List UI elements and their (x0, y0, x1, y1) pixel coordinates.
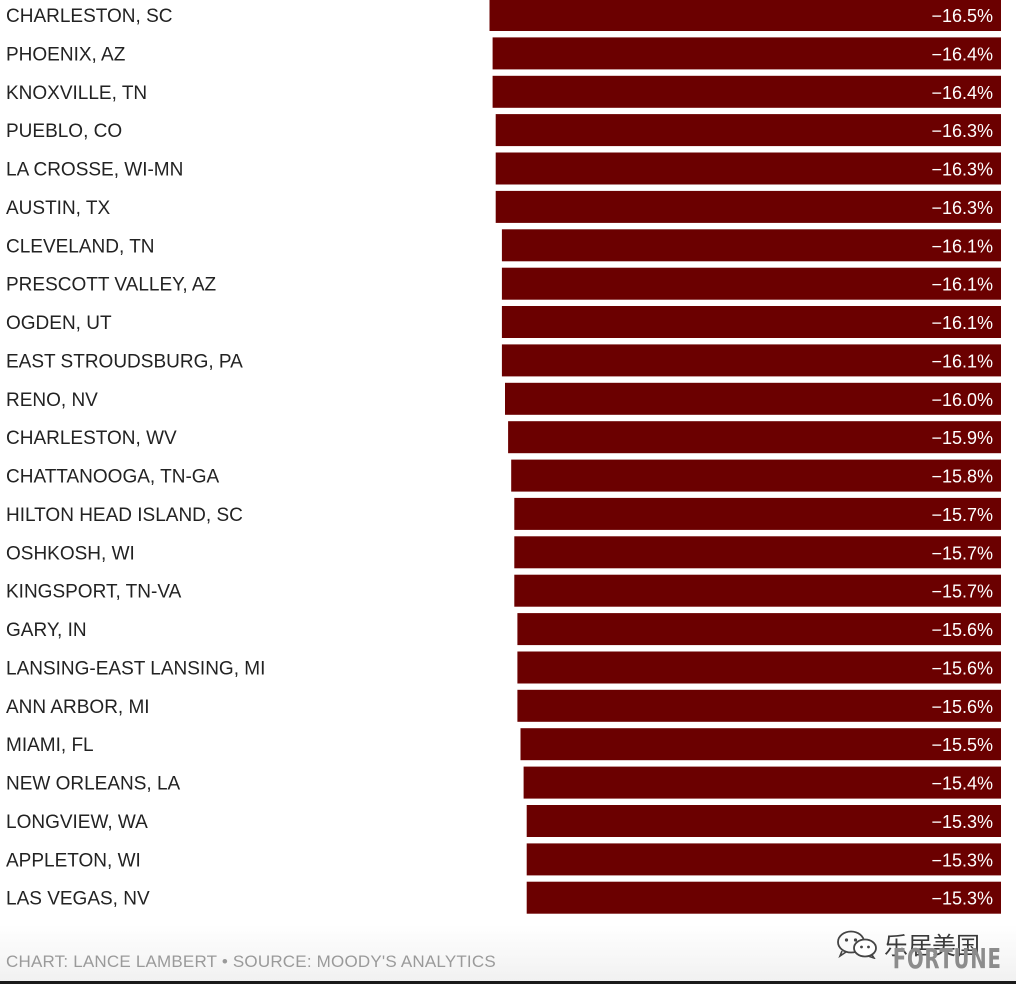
category-label-16: KINGSPORT, TN-VA (6, 582, 182, 603)
bar-17 (517, 613, 1001, 646)
value-label-9: −16.1% (931, 313, 993, 333)
category-label-5: LA CROSSE, WI-MN (6, 160, 183, 181)
value-label-2: −16.4% (931, 44, 993, 64)
bar-4 (495, 114, 1001, 147)
category-label-22: LONGVIEW, WA (6, 812, 148, 833)
value-label-18: −15.6% (931, 659, 993, 679)
category-label-17: GARY, IN (6, 620, 87, 641)
bar-2 (492, 37, 1001, 70)
category-label-20: MIAMI, FL (6, 735, 94, 756)
bar-8 (501, 267, 1001, 300)
category-label-3: KNOXVILLE, TN (6, 83, 147, 104)
category-label-15: OSHKOSH, WI (6, 543, 135, 564)
value-label-14: −15.7% (931, 505, 993, 525)
bar-16 (514, 574, 1001, 607)
category-label-14: HILTON HEAD ISLAND, SC (6, 505, 243, 526)
bar-24 (526, 881, 1001, 914)
source-credit: CHART: LANCE LAMBERT • SOURCE: MOODY'S A… (6, 952, 496, 971)
value-label-22: −15.3% (931, 812, 993, 832)
bar-chart: CHARLESTON, SC −16.5% PHOENIX, AZ −16.4% KNO… (6, 0, 1001, 914)
category-label-6: AUSTIN, TX (6, 198, 110, 219)
bar-6 (495, 190, 1001, 223)
category-label-7: CLEVELAND, TN (6, 236, 155, 257)
wechat-account-name: 乐居美国 (884, 932, 980, 960)
bar-1 (489, 0, 1001, 31)
fortune-logo: FORTUNE (893, 942, 1002, 975)
value-label-4: −16.3% (931, 121, 993, 141)
category-label-4: PUEBLO, CO (6, 121, 122, 142)
value-label-16: −15.7% (931, 582, 993, 602)
category-label-24: LAS VEGAS, NV (6, 889, 150, 910)
bar-7 (501, 229, 1001, 262)
bar-12 (508, 421, 1001, 454)
value-label-23: −15.3% (931, 850, 993, 870)
value-label-3: −16.4% (931, 83, 993, 103)
category-label-11: RENO, NV (6, 390, 98, 411)
bar-20 (520, 728, 1001, 761)
value-label-17: −15.6% (931, 620, 993, 640)
category-label-10: EAST STROUDSBURG, PA (6, 351, 243, 372)
category-label-1: CHARLESTON, SC (6, 6, 172, 27)
bar-5 (495, 152, 1001, 185)
bar-14 (514, 497, 1001, 530)
value-label-6: −16.3% (931, 198, 993, 218)
value-label-21: −15.4% (931, 774, 993, 794)
value-label-7: −16.1% (931, 236, 993, 256)
wechat-icon (837, 930, 877, 959)
wechat-watermark: 乐居美国 (836, 926, 980, 961)
category-label-18: LANSING-EAST LANSING, MI (6, 659, 265, 680)
bar-11 (505, 382, 1001, 415)
bar-18 (517, 651, 1001, 684)
category-label-2: PHOENIX, AZ (6, 44, 126, 65)
category-label-8: PRESCOTT VALLEY, AZ (6, 275, 217, 296)
bar-22 (526, 805, 1001, 837)
value-label-24: −15.3% (931, 889, 993, 909)
bar-19 (517, 689, 1001, 722)
bar-3 (492, 75, 1001, 108)
value-label-20: −15.5% (931, 735, 993, 755)
value-label-12: −15.9% (931, 428, 993, 448)
value-label-10: −16.1% (931, 351, 993, 371)
bar-10 (501, 344, 1001, 377)
category-label-12: CHARLESTON, WV (6, 428, 177, 449)
value-label-15: −15.7% (931, 543, 993, 563)
bar-13 (511, 459, 1001, 492)
value-label-19: −15.6% (931, 697, 993, 717)
value-label-1: −16.5% (931, 6, 993, 26)
bar-21 (523, 766, 1001, 799)
category-label-23: APPLETON, WI (6, 850, 141, 871)
bar-23 (526, 843, 1001, 876)
value-label-5: −16.3% (931, 160, 993, 180)
category-label-9: OGDEN, UT (6, 313, 112, 334)
category-label-13: CHATTANOOGA, TN-GA (6, 467, 220, 488)
value-label-13: −15.8% (931, 467, 993, 487)
category-label-21: NEW ORLEANS, LA (6, 774, 181, 795)
bar-15 (514, 536, 1001, 569)
footer-divider (0, 981, 1016, 984)
value-label-8: −16.1% (931, 275, 993, 295)
footer-band (0, 925, 1016, 981)
bar-9 (501, 306, 1001, 338)
value-label-11: −16.0% (931, 390, 993, 410)
category-label-19: ANN ARBOR, MI (6, 697, 150, 718)
